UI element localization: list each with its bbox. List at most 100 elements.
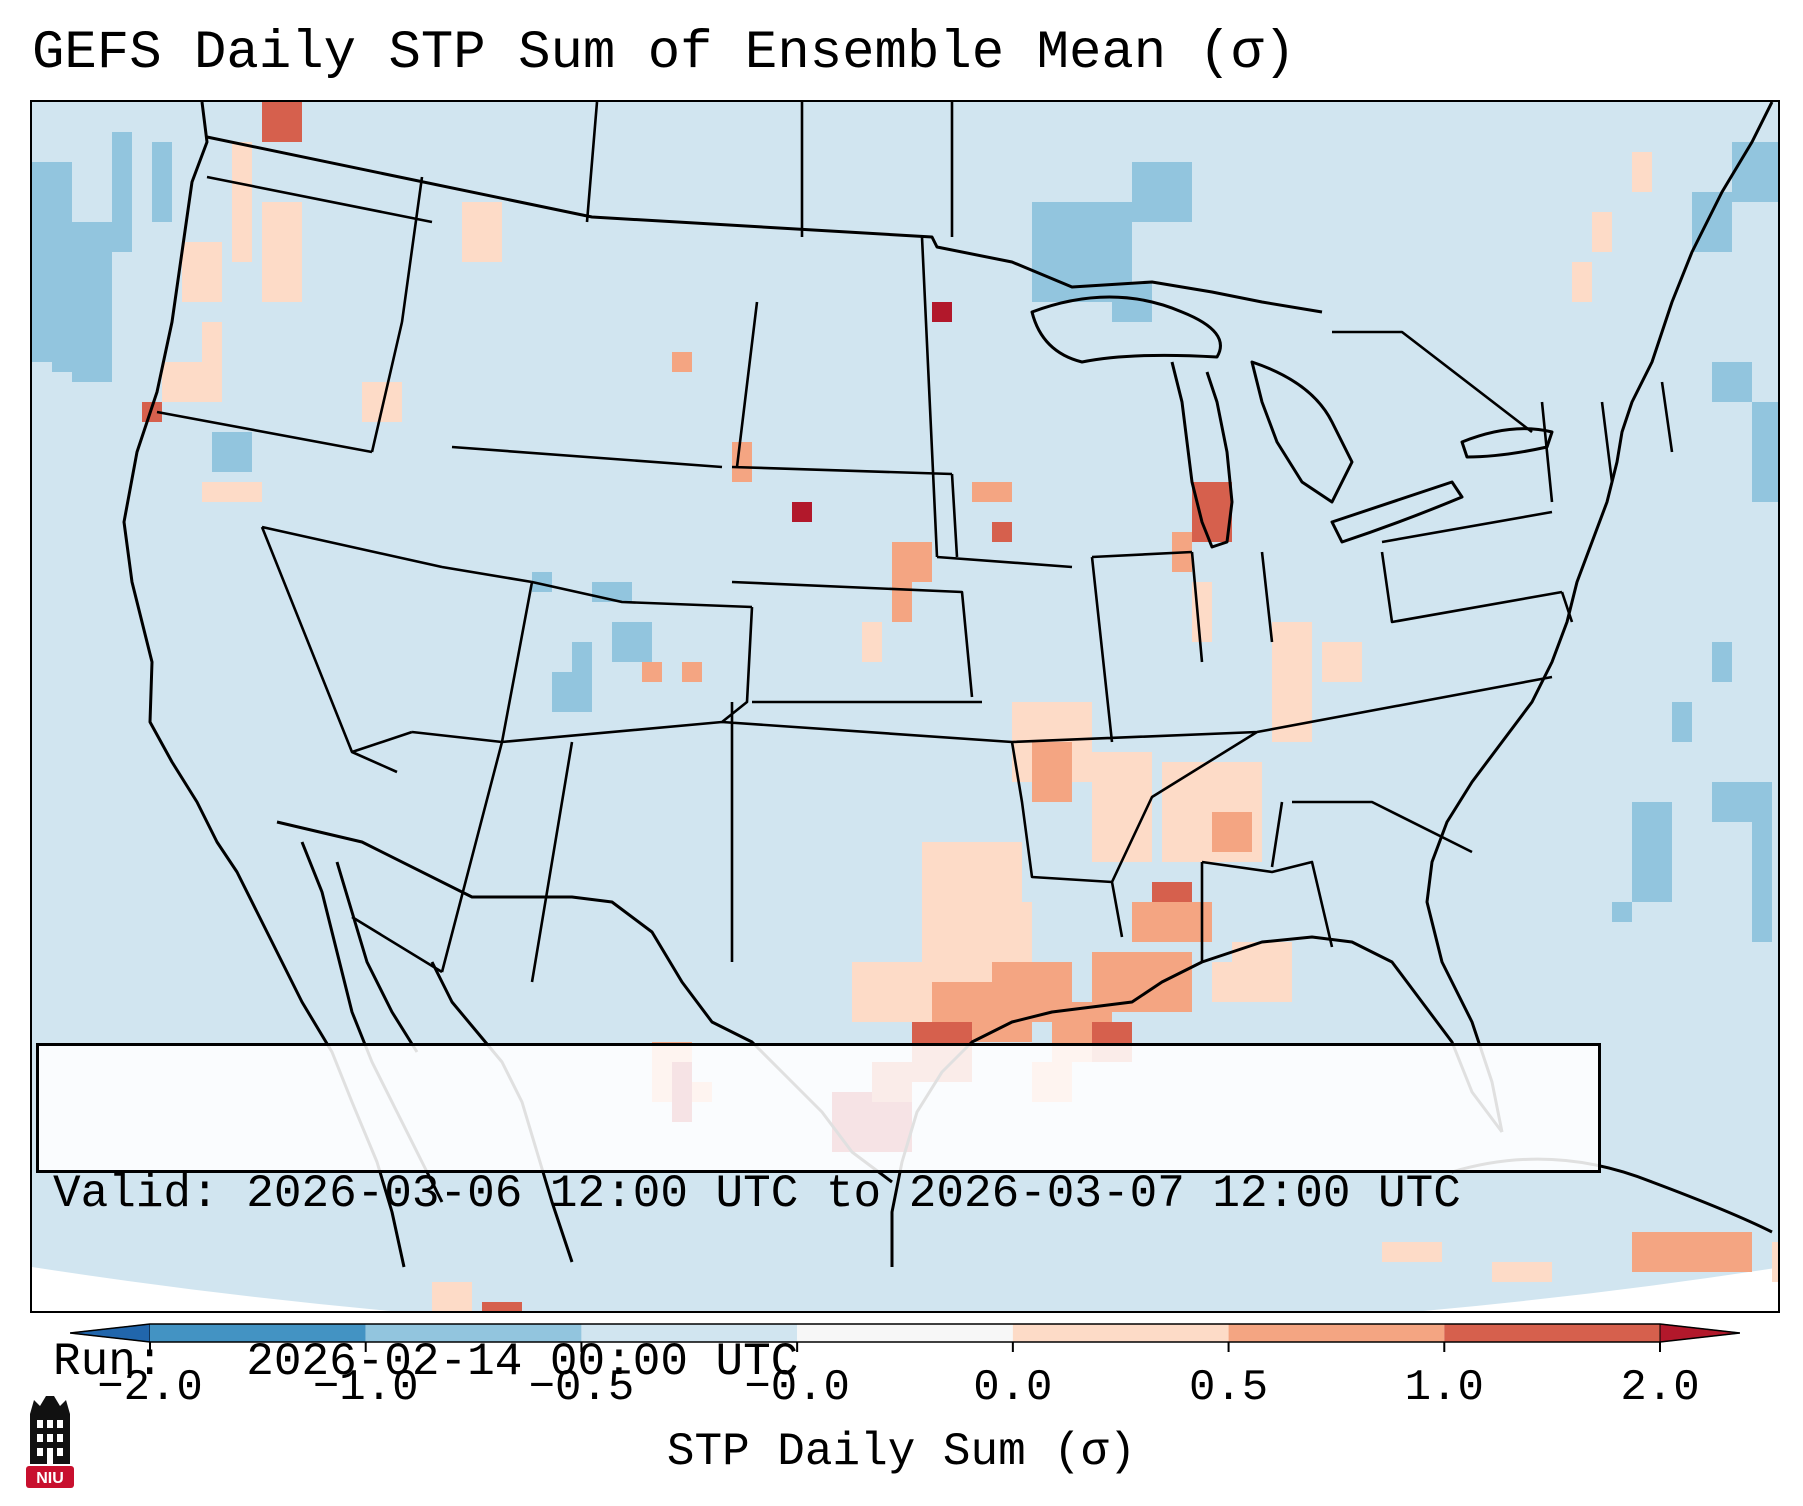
anomaly-cell [1112, 242, 1132, 262]
canada-border [206, 135, 1323, 314]
anomaly-cell [52, 302, 72, 322]
anomaly-cell [232, 162, 252, 182]
anomaly-cell [72, 222, 92, 242]
anomaly-cell [1532, 1262, 1552, 1282]
anomaly-cell [972, 1002, 992, 1022]
anomaly-cell [912, 962, 932, 982]
anomaly-cell [232, 242, 252, 262]
anomaly-cell [1032, 222, 1052, 242]
anomaly-cell [612, 582, 632, 602]
anomaly-cell [182, 282, 202, 302]
anomaly-cell [182, 382, 202, 402]
anomaly-cell [1002, 842, 1022, 862]
anomaly-cell [1002, 882, 1022, 902]
anomaly-cell [1202, 762, 1222, 782]
anomaly-cell [972, 922, 992, 942]
anomaly-cell [952, 1022, 972, 1042]
anomaly-cell [1772, 182, 1778, 202]
anomaly-cell [1162, 822, 1182, 842]
colorbar-bin [581, 1324, 798, 1342]
anomaly-cell [182, 242, 202, 262]
anomaly-cell [1232, 982, 1252, 1002]
niu-logo: NIU [20, 1392, 80, 1497]
anomaly-cell [1032, 762, 1052, 782]
anomaly-cell [1132, 752, 1152, 772]
anomaly-cell [112, 212, 132, 232]
anomaly-cell [1232, 832, 1252, 852]
colorbar-label: STP Daily Sum (σ) [666, 1426, 1137, 1478]
anomaly-cell [92, 302, 112, 322]
anomaly-cell [932, 302, 952, 322]
anomaly-cell [992, 522, 1012, 542]
anomaly-cell [52, 332, 72, 352]
anomaly-cell [32, 342, 52, 362]
colorbar-tick-label: −0.5 [528, 1363, 635, 1413]
anomaly-cell [1162, 762, 1182, 782]
anomaly-cell [1572, 282, 1592, 302]
anomaly-cell [282, 262, 302, 282]
lake-huron [1250, 360, 1354, 504]
anomaly-cell [1342, 662, 1362, 682]
anomaly-cell [1712, 362, 1732, 382]
anomaly-cell [1752, 822, 1772, 842]
anomaly-cell [1032, 202, 1052, 222]
anomaly-cell [262, 202, 282, 222]
anomaly-cell [1772, 1242, 1778, 1262]
state-lines [156, 102, 1674, 983]
anomaly-cell [502, 1302, 522, 1311]
anomaly-cell [972, 982, 992, 1002]
anomaly-cell [262, 282, 282, 302]
anomaly-cell [1712, 782, 1732, 802]
anomaly-cell [992, 1022, 1012, 1042]
anomaly-cell [932, 1002, 952, 1022]
anomaly-cell [202, 382, 222, 402]
anomaly-cell [1752, 182, 1772, 202]
anomaly-cell [992, 962, 1012, 982]
anomaly-cell [1712, 382, 1732, 402]
anomaly-cell [162, 382, 182, 402]
anomaly-cell [1652, 802, 1672, 822]
anomaly-cell [1112, 772, 1132, 792]
anomaly-cell [1232, 812, 1252, 832]
anomaly-cell [1652, 882, 1672, 902]
anomaly-cell [1172, 882, 1192, 902]
anomaly-cell [222, 482, 242, 502]
anomaly-cell [1342, 642, 1362, 662]
anomaly-cell [1132, 842, 1152, 862]
anomaly-cell [1692, 1232, 1712, 1252]
anomaly-cell [1652, 1232, 1672, 1252]
anomaly-cell [32, 262, 52, 282]
anomaly-cell [32, 302, 52, 322]
anomaly-cell [1012, 962, 1032, 982]
anomaly-cell [942, 922, 962, 942]
anomaly-cell [1012, 942, 1032, 962]
anomaly-cell [1052, 982, 1072, 1002]
valid-run-info-box: Valid: 2026-03-06 12:00 UTC to 2026-03-0… [36, 1043, 1601, 1388]
anomaly-cell [1012, 742, 1032, 762]
anomaly-cell [892, 542, 912, 562]
anomaly-cell [1032, 782, 1052, 802]
anomaly-cell [1152, 882, 1172, 902]
anomaly-cell [1132, 162, 1152, 182]
anomaly-cell [52, 202, 72, 222]
anomaly-cell [202, 322, 222, 342]
anomaly-cell [1732, 362, 1752, 382]
anomaly-cell [1292, 642, 1312, 662]
anomaly-cell [632, 622, 652, 642]
anomaly-cell [1752, 782, 1772, 802]
anomaly-cell [72, 282, 92, 302]
anomaly-cell [1632, 862, 1652, 882]
anomaly-cell [912, 542, 932, 562]
anomaly-cell [232, 182, 252, 202]
anomaly-cell [732, 442, 752, 462]
anomaly-cell [1132, 182, 1152, 202]
anomaly-cell [1032, 282, 1052, 302]
anomaly-cell [1772, 422, 1778, 442]
anomaly-cell [1092, 842, 1112, 862]
anomaly-cell [972, 902, 992, 922]
anomaly-cell [1152, 952, 1172, 972]
anomaly-cell [32, 322, 52, 342]
anomaly-cell [1192, 602, 1212, 622]
anomaly-cell [202, 342, 222, 362]
anomaly-cell [1012, 982, 1032, 1002]
